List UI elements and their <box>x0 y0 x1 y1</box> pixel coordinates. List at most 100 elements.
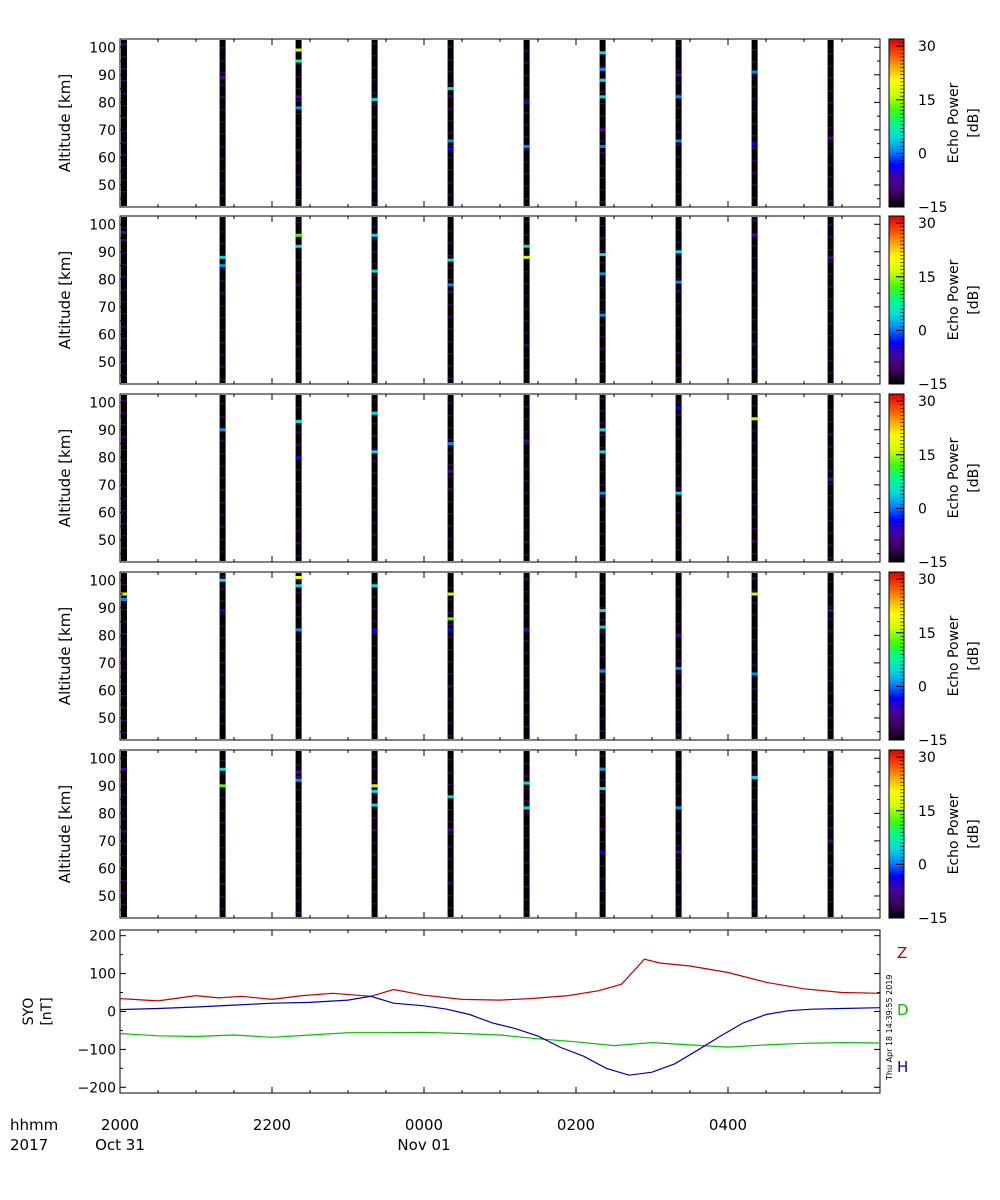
noise-speck <box>371 583 378 585</box>
beam-column <box>295 751 302 917</box>
noise-speck <box>447 365 454 367</box>
echo-mark <box>523 781 530 785</box>
echo-mark <box>751 672 758 676</box>
noise-speck <box>295 838 302 840</box>
y-tick-label: 60 <box>98 150 116 166</box>
echo-mark <box>827 839 834 843</box>
noise-speck <box>675 475 682 477</box>
noise-speck <box>599 644 606 646</box>
noise-speck <box>447 686 454 688</box>
y-tick-label: 80 <box>98 450 116 466</box>
noise-speck <box>599 705 606 707</box>
colorbar-label: Echo Power <box>946 437 962 518</box>
noise-speck <box>827 520 834 522</box>
noise-speck <box>121 843 127 845</box>
echo-mark <box>675 633 682 637</box>
noise-speck <box>295 666 302 668</box>
noise-speck <box>121 105 127 107</box>
x-tick-label: 0400 <box>709 1116 747 1134</box>
noise-speck <box>121 313 127 315</box>
noise-speck <box>219 896 226 898</box>
noise-speck <box>295 370 302 372</box>
noise-speck <box>675 70 682 72</box>
echo-mark <box>371 584 378 588</box>
noise-speck <box>121 289 127 291</box>
noise-speck <box>523 87 530 89</box>
x-axis: 2000 Oct 31 2200 0000 Nov 01 0200 0400 hhmm 2017 <box>10 1116 747 1154</box>
noise-speck <box>523 295 530 297</box>
noise-speck <box>447 132 454 134</box>
noise-speck <box>121 794 127 796</box>
noise-speck <box>371 79 378 81</box>
noise-speck <box>675 290 682 292</box>
echo-mark <box>295 106 302 110</box>
y-tick-label: 100 <box>89 217 116 233</box>
noise-speck <box>827 754 834 756</box>
noise-speck <box>523 505 530 507</box>
noise-speck <box>523 579 530 581</box>
noise-speck <box>675 58 682 60</box>
noise-speck <box>447 538 454 540</box>
noise-speck <box>121 473 127 475</box>
colorbar-tick-label: 30 <box>918 216 936 232</box>
y-tick-label: 0 <box>107 1005 116 1021</box>
noise-speck <box>523 849 530 851</box>
noise-speck <box>121 597 127 599</box>
noise-speck <box>599 865 606 867</box>
noise-speck <box>295 543 302 545</box>
beam-column <box>523 573 530 739</box>
noise-speck <box>219 366 226 368</box>
noise-speck <box>523 874 530 876</box>
noise-speck <box>295 51 302 53</box>
noise-speck <box>675 364 682 366</box>
noise-speck <box>599 607 606 609</box>
noise-speck <box>675 168 682 170</box>
noise-speck <box>675 820 682 822</box>
noise-speck <box>371 312 378 314</box>
noise-speck <box>371 251 378 253</box>
noise-speck <box>599 262 606 264</box>
noise-speck <box>219 625 226 627</box>
noise-speck <box>523 308 530 310</box>
noise-speck <box>371 817 378 819</box>
noise-speck <box>121 535 127 537</box>
noise-speck <box>295 493 302 495</box>
noise-speck <box>121 375 127 377</box>
noise-speck <box>675 327 682 329</box>
noise-speck <box>447 710 454 712</box>
plot-area <box>120 750 880 918</box>
noise-speck <box>219 96 226 98</box>
noise-speck <box>523 185 530 187</box>
noise-speck <box>523 148 530 150</box>
noise-speck <box>827 606 834 608</box>
noise-speck <box>447 882 454 884</box>
noise-speck <box>751 245 758 247</box>
noise-speck <box>219 662 226 664</box>
noise-speck <box>827 803 834 805</box>
echo-mark <box>447 469 454 473</box>
noise-speck <box>447 46 454 48</box>
noise-speck <box>751 356 758 358</box>
noise-speck <box>751 184 758 186</box>
y-tick-label: 50 <box>98 889 116 905</box>
noise-speck <box>219 453 226 455</box>
noise-speck <box>371 830 378 832</box>
noise-speck <box>751 98 758 100</box>
colorbar: 30 15 0 −15 Echo Power [dB] <box>888 215 982 393</box>
noise-speck <box>599 237 606 239</box>
noise-speck <box>219 403 226 405</box>
radar-panel-3: 50 60 70 80 90 100 Altitude [km] 30 15 0 −15 Echo P… <box>56 393 982 571</box>
noise-speck <box>751 898 758 900</box>
noise-speck <box>827 791 834 793</box>
noise-speck <box>827 643 834 645</box>
echo-mark <box>751 70 758 74</box>
noise-speck <box>827 90 834 92</box>
noise-speck <box>523 173 530 175</box>
noise-speck <box>523 161 530 163</box>
noise-speck <box>121 338 127 340</box>
noise-speck <box>447 550 454 552</box>
noise-speck <box>295 887 302 889</box>
noise-speck <box>523 517 530 519</box>
echo-mark <box>219 578 226 582</box>
beam-column <box>751 217 758 383</box>
